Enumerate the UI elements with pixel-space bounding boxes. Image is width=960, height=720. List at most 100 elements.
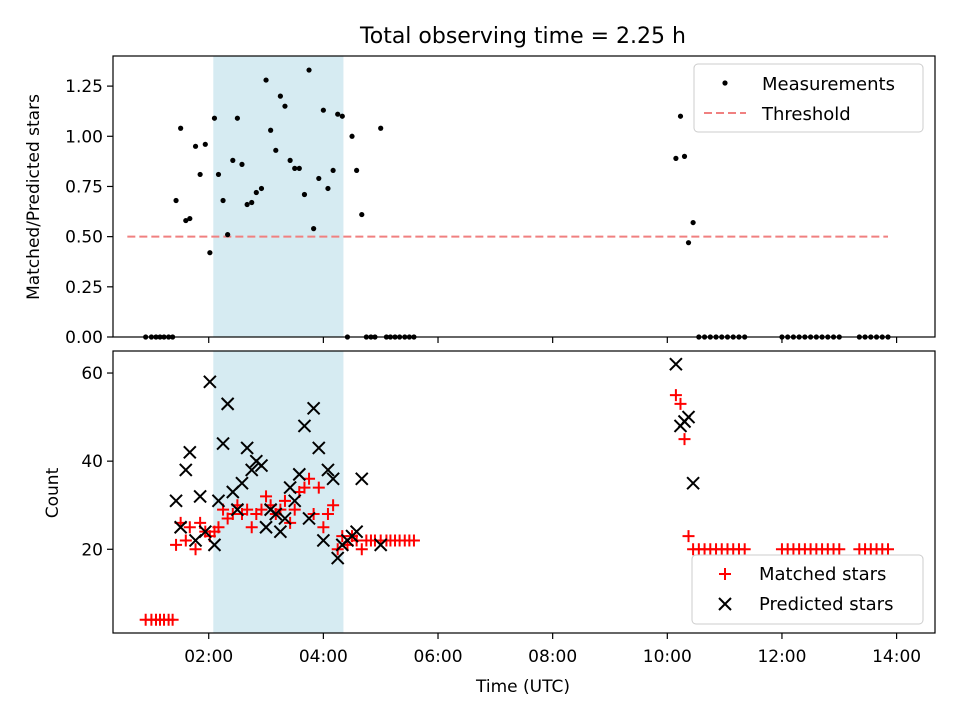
measurement-point — [225, 232, 231, 238]
matched-star-point — [407, 534, 420, 547]
matched-star-point — [166, 613, 179, 626]
matched-star-point — [317, 521, 330, 534]
measurement-point — [296, 165, 302, 171]
matched-star-point — [278, 494, 291, 507]
measurement-point — [249, 199, 255, 206]
matched-star-point — [170, 538, 183, 551]
measurement-point — [202, 141, 208, 147]
bottom-y-tick-label: 40 — [81, 452, 103, 472]
predicted-star-point — [681, 410, 696, 424]
top-x-ticks — [208, 337, 898, 343]
measurement-point — [292, 165, 298, 171]
bottom-legend-box — [691, 554, 924, 625]
matched-star-point — [260, 490, 273, 503]
measurement-point — [673, 155, 679, 161]
measurement-point — [677, 113, 684, 119]
top-y-tick-label: 1.25 — [65, 77, 103, 97]
legend-marker-measurements — [722, 80, 728, 86]
matched-star-point — [298, 481, 311, 494]
predicted-star-point — [373, 538, 388, 552]
measurement-point — [335, 111, 341, 117]
bottom-shaded-span — [213, 351, 344, 633]
measurement-point — [681, 153, 688, 159]
top-legend: Measurements Threshold — [693, 63, 924, 133]
x-axis-label: Time (UTC) — [475, 677, 570, 697]
x-tick-label: 14:00 — [872, 647, 921, 667]
measurement-point — [359, 211, 365, 218]
bottom-y-tick-label: 60 — [81, 364, 103, 384]
measurement-point — [277, 93, 283, 99]
predicted-star-point — [283, 480, 297, 495]
x-tick-label: 06:00 — [414, 647, 463, 667]
measurement-point — [287, 157, 293, 163]
predicted-star-point — [669, 357, 683, 371]
matched-star-point — [321, 508, 334, 521]
matched-star-point — [678, 433, 691, 446]
predicted-star-point — [330, 551, 345, 565]
predicted-star-point — [173, 520, 188, 534]
measurement-point — [273, 147, 279, 153]
matched-star-point — [189, 543, 202, 556]
bottom-legend: Matched stars Predicted stars — [691, 554, 924, 625]
matched-star-point — [833, 543, 846, 556]
measurement-point — [207, 250, 213, 256]
top-y-ticks: 0.00 0.25 0.50 0.75 1.00 1.25 — [65, 77, 113, 348]
predicted-star-point — [207, 538, 222, 552]
bottom-y-ticks: 20 40 60 — [81, 364, 113, 560]
predicted-star-point — [316, 533, 331, 548]
measurement-point — [320, 107, 326, 113]
legend-label-matched: Matched stars — [759, 564, 886, 585]
predicted-star-point — [326, 472, 340, 486]
measurement-point — [239, 161, 245, 167]
figure-title: Total observing time = 2.25 h — [359, 24, 686, 49]
top-y-tick-label: 1.00 — [65, 127, 103, 147]
measurement-point — [173, 197, 179, 204]
predicted-star-point — [193, 489, 207, 504]
predicted-star-point — [278, 511, 292, 526]
predicted-star-point — [198, 524, 212, 539]
predicted-star-point — [254, 458, 269, 473]
matched-star-point — [312, 481, 325, 494]
matched-star-point — [245, 521, 258, 534]
matched-star-point — [674, 397, 687, 410]
predicted-star-point — [297, 419, 312, 433]
measurement-point — [215, 171, 222, 178]
measurement-point — [183, 217, 189, 224]
predicted-star-point — [211, 494, 226, 508]
predicted-star-point — [269, 507, 283, 521]
matched-star-point — [881, 543, 894, 556]
measurement-point — [211, 115, 218, 121]
legend-label-measurements: Measurements — [762, 74, 895, 95]
matched-star-point — [669, 389, 682, 402]
matched-star-point — [288, 503, 301, 516]
predicted-star-point — [273, 524, 288, 539]
predicted-star-point — [183, 445, 197, 460]
measurement-point — [316, 175, 322, 182]
top-y-tick-label: 0.50 — [65, 228, 103, 248]
measurement-point — [178, 125, 184, 131]
measurement-point — [234, 115, 240, 121]
measurement-point — [268, 127, 274, 133]
matched-star-point — [179, 534, 192, 547]
predicted-star-point — [686, 476, 700, 490]
x-tick-label: 10:00 — [643, 647, 692, 667]
predicted-star-point — [321, 463, 335, 477]
predicted-star-point — [349, 524, 364, 539]
top-shaded-span — [213, 56, 344, 337]
measurement-point — [197, 171, 203, 178]
bottom-y-axis-label: Count — [43, 467, 63, 518]
measurement-point — [354, 167, 360, 174]
predicted-star-point — [306, 401, 321, 415]
top-panel: 0.00 0.25 0.50 0.75 1.00 1.25 Matched/Predict… — [24, 55, 936, 348]
predicted-star-point — [220, 397, 235, 411]
top-legend-box — [693, 63, 924, 133]
predicted-star-point — [216, 436, 230, 451]
predicted-star-point — [203, 375, 217, 389]
measurement-point — [282, 103, 288, 109]
predicted-star-point — [355, 472, 369, 486]
top-y-axis-label: Matched/Predicted stars — [24, 94, 44, 300]
measurement-point — [339, 113, 345, 119]
legend-marker-matched — [719, 568, 731, 580]
predicted-star-point — [288, 494, 302, 508]
